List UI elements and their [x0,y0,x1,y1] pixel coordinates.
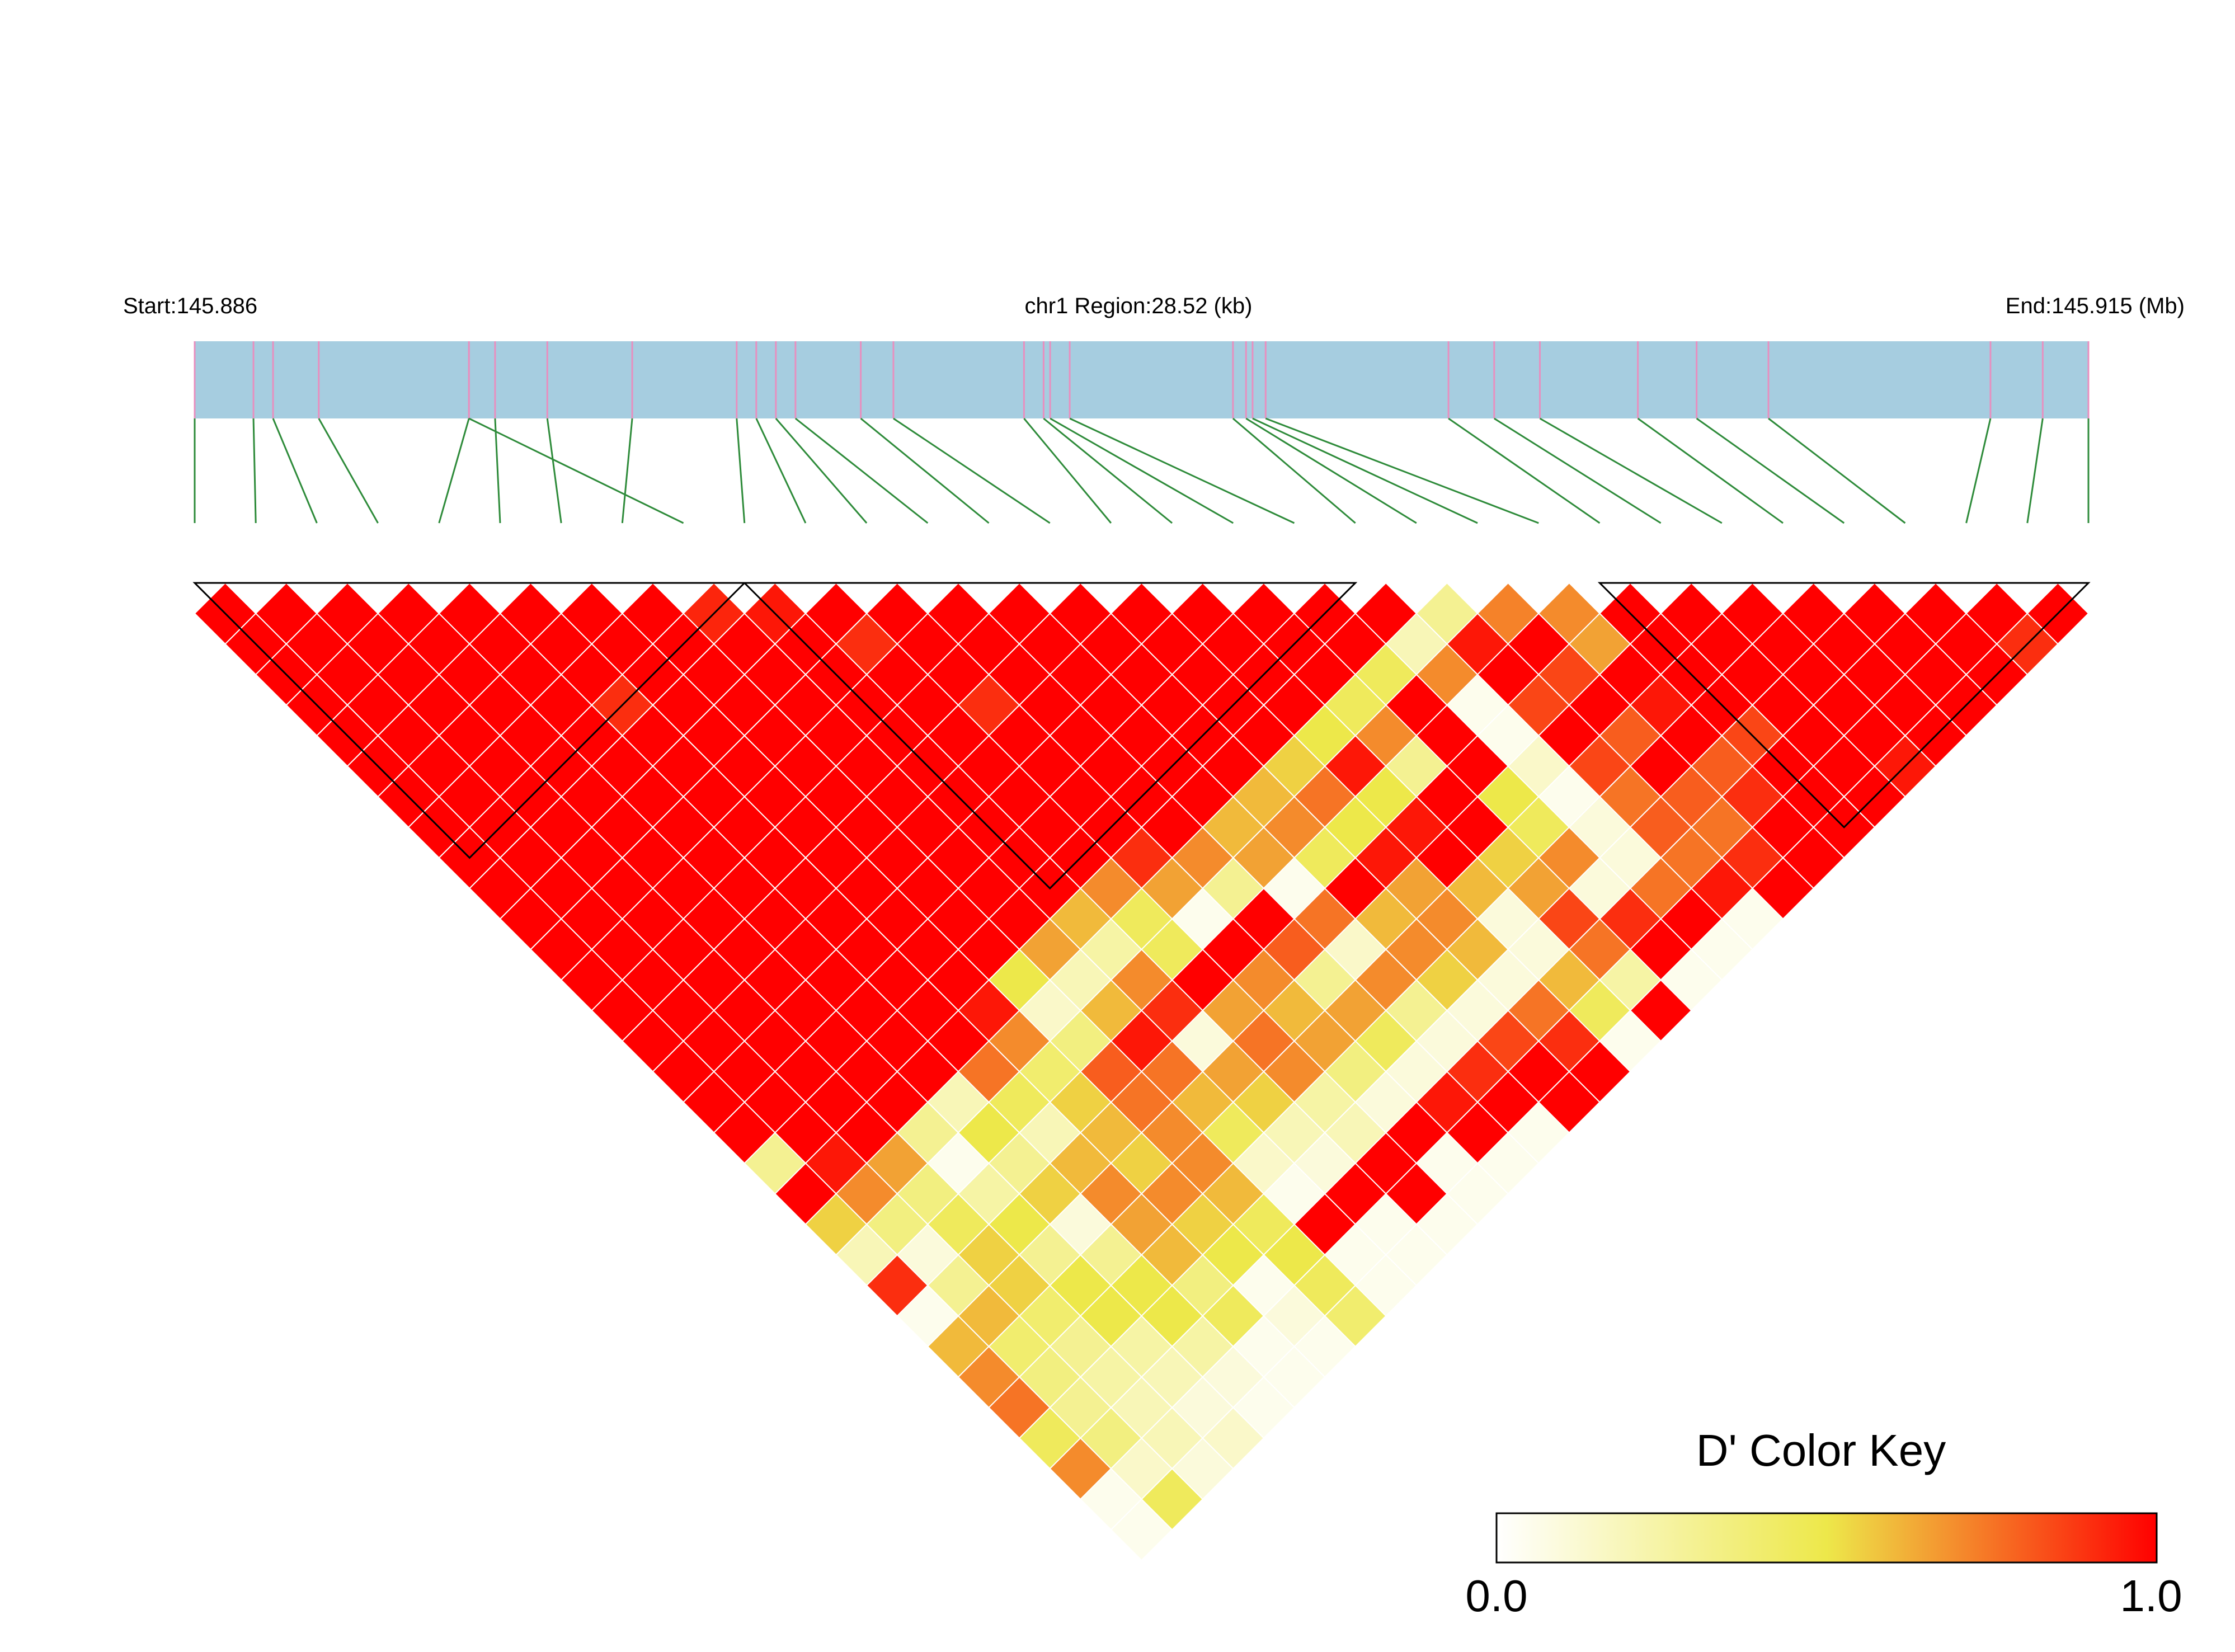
d-prime-cell [1110,1498,1173,1561]
snp-connector [318,418,379,524]
chromosome-region-bar [195,341,2088,418]
snp-connector [755,418,807,524]
snp-connector [621,418,633,524]
snp-connector [546,418,562,524]
d-prime-cells [194,582,2090,1561]
snp-connector [1232,417,1356,524]
snp-connector [1245,417,1417,524]
snp-connector [1050,417,1234,524]
snp-position-ticks [194,341,2090,418]
region-end-label: End:145.915 (Mb) [2006,294,2185,318]
ld-block-outline [742,582,1358,890]
region-size-label: chr1 Region:28.52 (kb) [1025,294,1253,318]
snp-connector-lines [194,417,2090,524]
snp-connector [736,418,746,524]
snp-connector [893,417,1051,524]
snp-connector [494,418,501,524]
snp-connector [1448,417,1601,524]
snp-connector [1265,417,1539,524]
snp-connector [794,417,929,524]
ld-block-outlines [192,582,2091,890]
snp-connector [1696,417,1845,524]
snp-connector [1043,417,1173,524]
snp-connector [438,418,470,524]
snp-connector [468,417,684,524]
snp-connector [775,418,868,524]
ld-block-outline [1597,582,2091,829]
color-key: D' Color Key 0.0 1.0 [1465,1425,2182,1621]
snp-connector [1965,418,1992,524]
snp-connector [1494,417,1662,524]
snp-connector [1539,417,1723,524]
color-key-gradient [1495,1512,2158,1564]
snp-connector [1023,418,1112,524]
color-key-max-label: 1.0 [2120,1571,2182,1621]
snp-connector [272,418,318,524]
region-start-label: Start:145.886 [123,294,257,318]
color-key-min-label: 0.0 [1465,1571,1527,1621]
snp-connector [2026,418,2044,524]
snp-connector [860,417,990,524]
snp-connector [1252,417,1478,524]
snp-connector [1637,417,1784,524]
color-key-title: D' Color Key [1696,1425,1946,1475]
snp-connector [1069,417,1295,524]
ld-block-outline [192,582,747,859]
snp-connector [1768,417,1906,524]
snp-connector [252,418,257,524]
